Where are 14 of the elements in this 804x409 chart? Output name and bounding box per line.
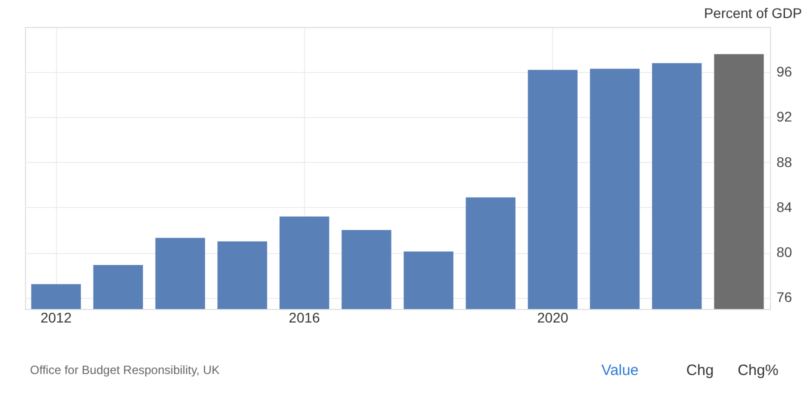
y-tick-label: 76 (776, 289, 792, 306)
text: Value (601, 362, 639, 379)
x-tick-label: 2020 (537, 310, 568, 326)
text: Chg% (738, 362, 778, 379)
y-tick-label: 88 (776, 154, 792, 170)
y-tick-label: 80 (776, 244, 792, 260)
y-tick-label: 84 (776, 198, 792, 215)
y-axis-title: Percent of GDP (704, 5, 802, 21)
text: Chg (686, 362, 714, 379)
y-tick-label: 96 (776, 64, 792, 80)
x-tick-label: 2016 (288, 310, 320, 326)
x-tick-label: 2012 (40, 310, 72, 326)
y-tick-label: 92 (776, 108, 792, 125)
text: Office for Budget Responsibility, UK (30, 363, 220, 377)
